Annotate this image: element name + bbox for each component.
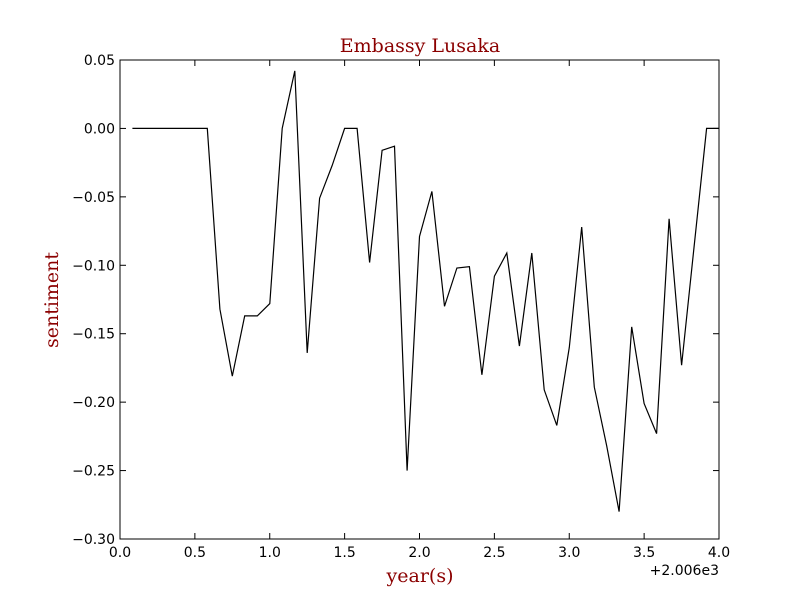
x-axis: 0.0 0.5 1.0 1.5 2.0 2.5 3.0 3.5 4.0 — [109, 60, 730, 561]
y-axis: 0.05 0.00 −0.05 −0.10 −0.15 −0.20 −0.25 −0.30 — [72, 53, 719, 548]
x-tick-label: 2.0 — [408, 545, 430, 561]
x-tick-label: 0.0 — [109, 545, 131, 561]
y-axis-label: sentiment — [41, 252, 63, 348]
x-axis-label: year(s) — [386, 565, 454, 587]
x-tick-label: 2.5 — [483, 545, 505, 561]
x-tick-label: 3.0 — [558, 545, 580, 561]
plot-frame — [119, 59, 720, 540]
sentiment-series-line — [132, 70, 719, 512]
x-tick-label: 4.0 — [708, 545, 730, 561]
y-tick-label: −0.10 — [72, 258, 115, 274]
y-tick-label: −0.15 — [72, 327, 115, 343]
x-tick-label: 1.0 — [259, 545, 281, 561]
y-tick-label: 0.00 — [84, 121, 115, 137]
y-tick-label: −0.30 — [72, 532, 115, 548]
chart-title: Embassy Lusaka — [340, 35, 500, 57]
x-tick-label: 3.5 — [633, 545, 655, 561]
x-tick-label: 1.5 — [333, 545, 355, 561]
y-tick-label: −0.20 — [72, 395, 115, 411]
x-tick-label: 0.5 — [184, 545, 206, 561]
y-tick-label: −0.05 — [72, 190, 115, 206]
x-axis-offset-label: +2.006e3 — [650, 563, 719, 579]
y-tick-label: 0.05 — [84, 53, 115, 69]
y-tick-label: −0.25 — [72, 464, 115, 480]
